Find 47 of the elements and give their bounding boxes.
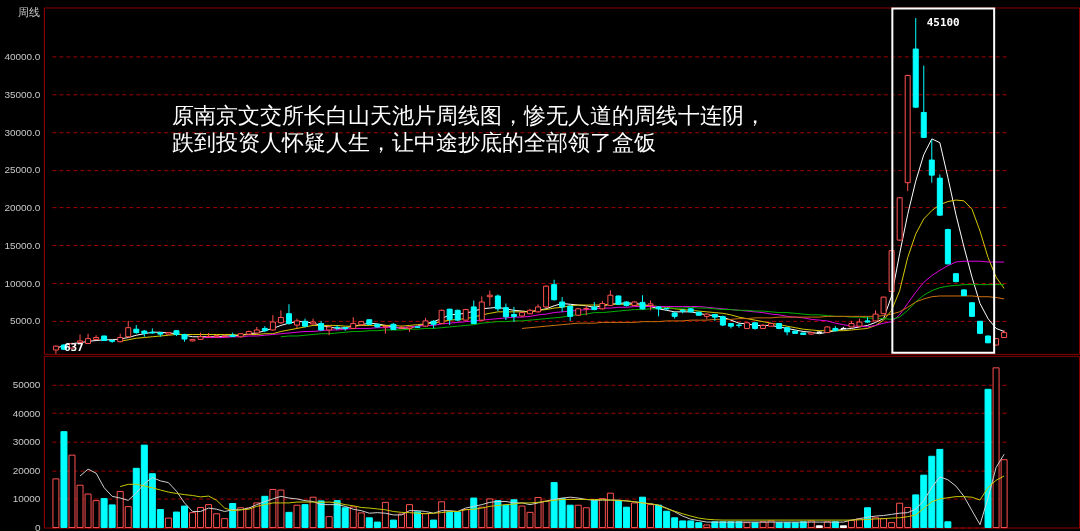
bar xyxy=(984,388,992,529)
bar xyxy=(317,500,325,529)
bar xyxy=(229,502,237,529)
y-tick-label: 5000.0 xyxy=(9,315,41,327)
candlestick xyxy=(735,322,742,329)
bar xyxy=(751,522,759,529)
line-series xyxy=(119,475,1005,521)
y-tick-label: 15000.0 xyxy=(4,239,41,251)
candlestick xyxy=(277,309,284,325)
bar xyxy=(389,519,397,529)
bar xyxy=(430,519,438,529)
bar xyxy=(60,431,68,529)
y-tick-label: 40000 xyxy=(12,407,41,419)
bar xyxy=(590,500,598,529)
bar xyxy=(414,511,422,529)
line-series xyxy=(280,284,1005,338)
candlestick xyxy=(285,303,292,326)
y-tick-label: 0 xyxy=(34,522,41,531)
annotation: 原南京文交所长白山天池片周线图，惨无人道的周线十连阴， xyxy=(171,103,766,129)
bar xyxy=(285,511,293,529)
bar xyxy=(261,495,269,529)
y-tick-label: 10000 xyxy=(12,493,41,505)
candlestick xyxy=(470,300,477,325)
y-tick-label: 20000.0 xyxy=(4,202,41,214)
y-tick-label: 30000.0 xyxy=(4,126,41,138)
y-tick-label: 35000.0 xyxy=(4,88,41,100)
candlestick xyxy=(928,139,935,184)
annotation: 45100 xyxy=(926,16,960,30)
y-tick-label: 30000 xyxy=(12,436,41,448)
line-series xyxy=(79,453,1005,526)
bar xyxy=(639,496,647,529)
annotation: 637 xyxy=(63,340,84,354)
bar xyxy=(470,497,478,529)
candlestick xyxy=(478,295,485,322)
y-tick-label: 10000.0 xyxy=(4,277,41,289)
y-tick-label: 50000 xyxy=(12,378,41,390)
candlestick xyxy=(510,306,517,323)
annotation: 跌到投资人怀疑人生，让中途抄底的全部领了盒饭 xyxy=(171,130,656,156)
y-tick-label: 40000.0 xyxy=(4,51,41,63)
candlestick xyxy=(77,333,84,344)
y-tick-label: 25000.0 xyxy=(4,164,41,176)
candlestick xyxy=(52,344,59,355)
bar xyxy=(301,504,309,529)
line-series xyxy=(521,295,1005,329)
y-tick-label: 20000 xyxy=(12,464,41,476)
candlestick xyxy=(551,279,558,301)
text: 周线 xyxy=(17,6,40,20)
